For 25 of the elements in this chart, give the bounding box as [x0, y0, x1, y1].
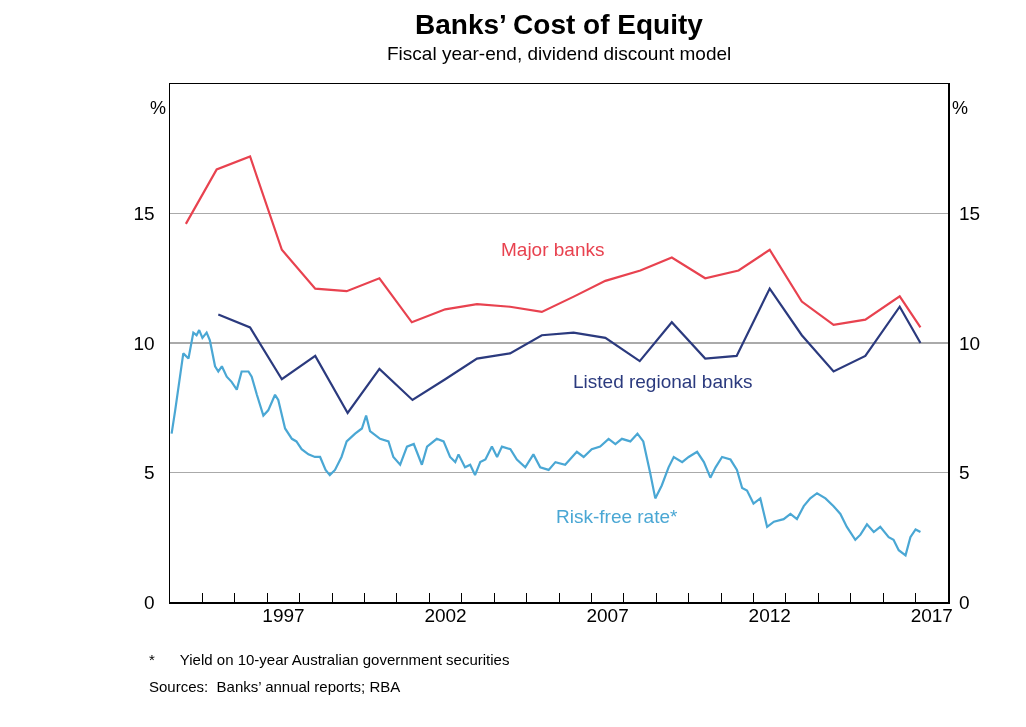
x-tick-label: 2002 [424, 605, 467, 626]
y2-tick-label: 0 [959, 591, 970, 613]
line-series [170, 328, 922, 557]
chart-title: Banks’ Cost of Equity [415, 9, 704, 40]
y-tick-label: 5 [144, 462, 155, 484]
y2-tick-label: 10 [959, 332, 981, 354]
y-tick-label: 10 [133, 332, 155, 354]
y2-axis-title: % [952, 98, 969, 118]
source-note: Sources: Banks’ annual reports; RBA [149, 678, 401, 695]
y-axis-title: % [150, 98, 167, 118]
y2-tick-label: 15 [959, 203, 981, 225]
text: * Yield on 10-year Australian government securities [149, 651, 510, 668]
x-tick-label: 2012 [748, 605, 791, 626]
x-tick-label: 2007 [586, 605, 629, 626]
chart-subtitle: Fiscal year-end, dividend discount model [387, 43, 732, 64]
y-tick-label: 0 [144, 591, 155, 613]
x-tick-label: 1997 [262, 605, 305, 626]
line-series [217, 287, 922, 415]
series-label: Major banks [501, 239, 605, 260]
y-tick-label: 15 [133, 203, 155, 225]
y2-tick-label: 5 [959, 462, 970, 484]
x-tick-label: 2017 [910, 605, 953, 626]
series-label: Listed regional banks [573, 371, 753, 392]
line-series [184, 155, 922, 329]
series-label: Risk-free rate* [556, 506, 679, 527]
